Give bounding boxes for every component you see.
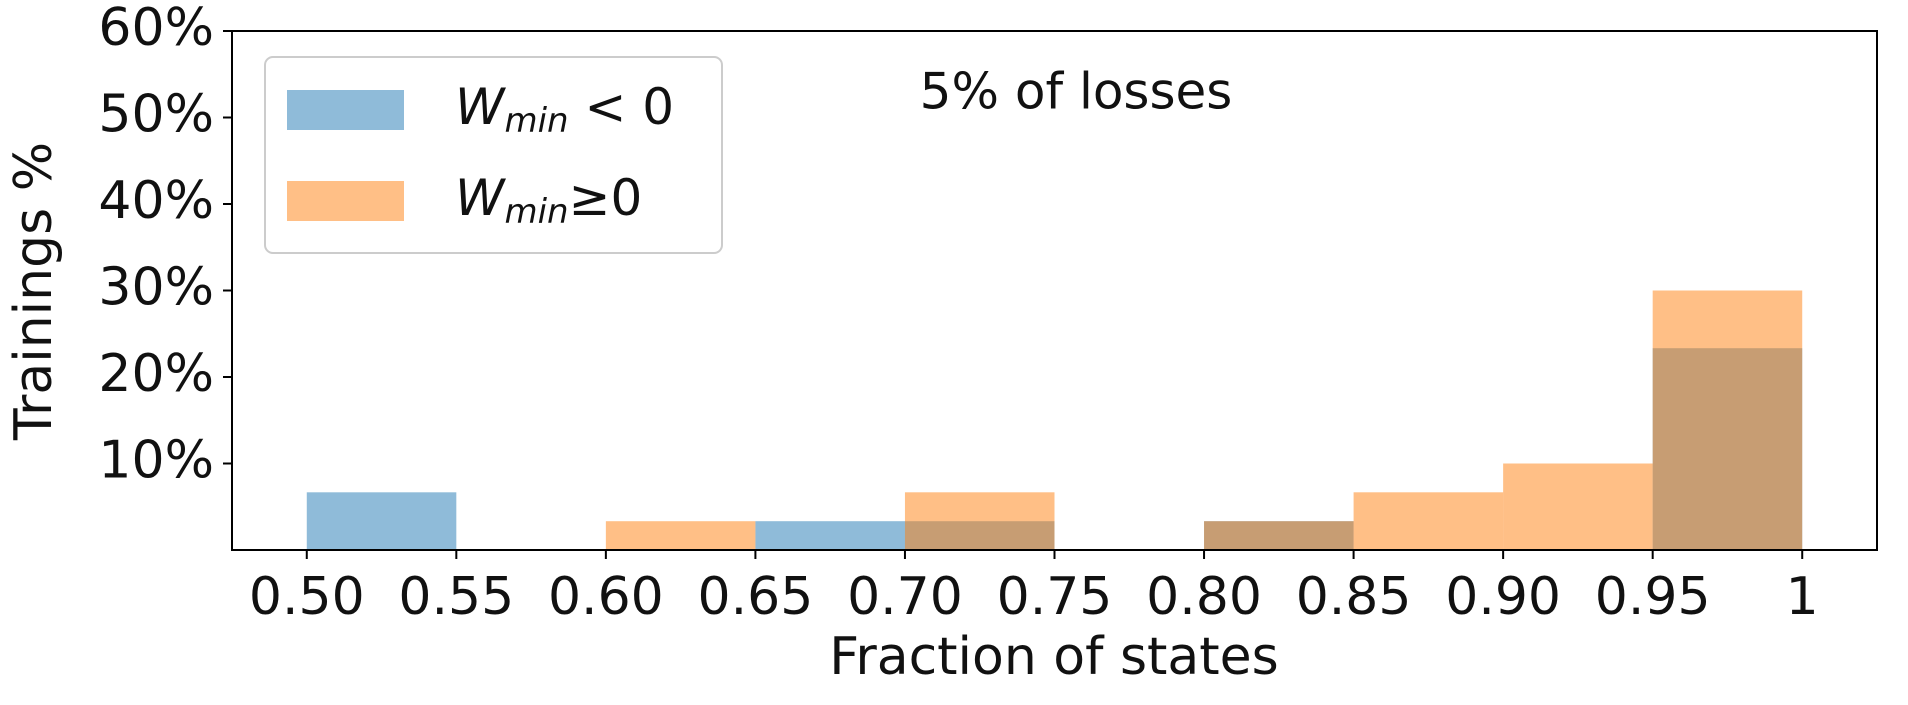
annotation: 5% of losses — [920, 63, 1233, 121]
x-axis-label: Fraction of states — [829, 627, 1279, 687]
legend-label: Wmin < 0 — [455, 78, 674, 141]
legend-label: Wmin≥0 — [455, 169, 642, 232]
x-tick-label: 0.55 — [398, 567, 514, 627]
histogram-bar — [1503, 463, 1653, 550]
histogram-bar — [1204, 521, 1354, 550]
histogram-bar — [605, 521, 756, 550]
x-tick-label: 1 — [1786, 567, 1819, 627]
histogram-bar — [755, 521, 905, 550]
legend-swatch — [287, 181, 404, 221]
x-tick-label: 0.85 — [1296, 567, 1412, 627]
y-tick-label: 60% — [98, 0, 214, 58]
histogram-bar — [1353, 492, 1504, 550]
histogram-bar — [306, 492, 457, 550]
x-tick-label: 0.90 — [1445, 567, 1561, 627]
y-tick-label: 20% — [98, 344, 214, 404]
y-axis-label: Trainings % — [4, 142, 64, 441]
x-tick-label: 0.95 — [1595, 567, 1711, 627]
y-tick-label: 10% — [98, 431, 214, 491]
x-tick-label: 0.75 — [997, 567, 1113, 627]
y-tick-label: 50% — [98, 85, 214, 145]
y-tick-label: 30% — [98, 258, 214, 318]
y-tick-label: 40% — [98, 171, 214, 231]
histogram-bar — [1652, 290, 1803, 550]
legend-swatch — [287, 90, 404, 130]
x-tick-label: 0.70 — [847, 567, 963, 627]
x-tick-label: 0.80 — [1146, 567, 1262, 627]
x-tick-label: 0.60 — [548, 567, 664, 627]
histogram-bar — [904, 492, 1055, 550]
x-tick-label: 0.65 — [698, 567, 814, 627]
x-tick-label: 0.50 — [249, 567, 365, 627]
